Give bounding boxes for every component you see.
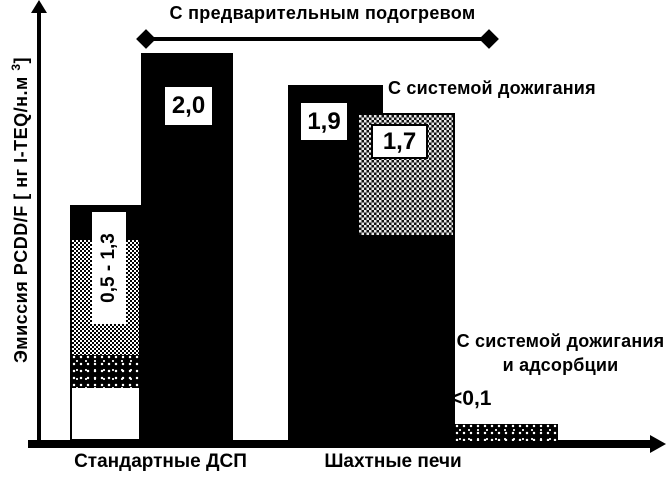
- bar-segment-black: [359, 235, 453, 439]
- category-label-standard-eaf: Стандартные ДСП: [74, 451, 247, 472]
- preheat-range-arrow: [150, 37, 488, 41]
- x-axis-arrowhead-icon: [650, 435, 666, 453]
- y-axis-label-bracket: ]: [11, 56, 31, 64]
- value-label-lt-0-1: <0,1: [450, 387, 492, 410]
- y-axis-arrowhead-icon: [31, 0, 47, 13]
- y-axis-line: [37, 8, 41, 448]
- annotation-afterburn: С системой дожигания: [388, 78, 596, 98]
- bar-segment-speckle: [72, 355, 139, 388]
- chart-title: С предварительным подогревом: [169, 3, 476, 23]
- value-label-range: 0,5 - 1,3: [98, 233, 119, 303]
- arrow-left-head-icon: [136, 29, 156, 49]
- y-axis-label-main: Эмиссия PCDD/F [ нг I-TEQ/н.м: [11, 76, 31, 364]
- x-axis-line: [28, 440, 652, 448]
- value-label-2-0: 2,0: [165, 87, 212, 125]
- annotation-adsorb-line2: и адсорбции: [502, 355, 619, 375]
- category-label-shaft-furnaces: Шахтные печи: [324, 451, 462, 472]
- bar-shaft-afterburn: [357, 113, 455, 441]
- arrow-right-head-icon: [479, 29, 499, 49]
- y-axis-label: Эмиссия PCDD/F [ нг I-TEQ/н.м 3]: [0, 15, 32, 405]
- value-label-1-9: 1,9: [301, 103, 347, 140]
- annotation-adsorb: С системой дожигания и адсорбции: [450, 329, 671, 377]
- annotation-adsorb-line1: С системой дожигания: [456, 331, 665, 351]
- value-label-range-box: 0,5 - 1,3: [92, 212, 126, 324]
- y-axis-label-text: Эмиссия PCDD/F [ нг I-TEQ/н.м 3]: [0, 15, 32, 405]
- y-axis-label-superscript: 3: [9, 63, 23, 71]
- bar-shaft-adsorb: [455, 424, 558, 441]
- value-label-1-7: 1,7: [371, 124, 428, 159]
- bar-segment-white: [72, 388, 139, 439]
